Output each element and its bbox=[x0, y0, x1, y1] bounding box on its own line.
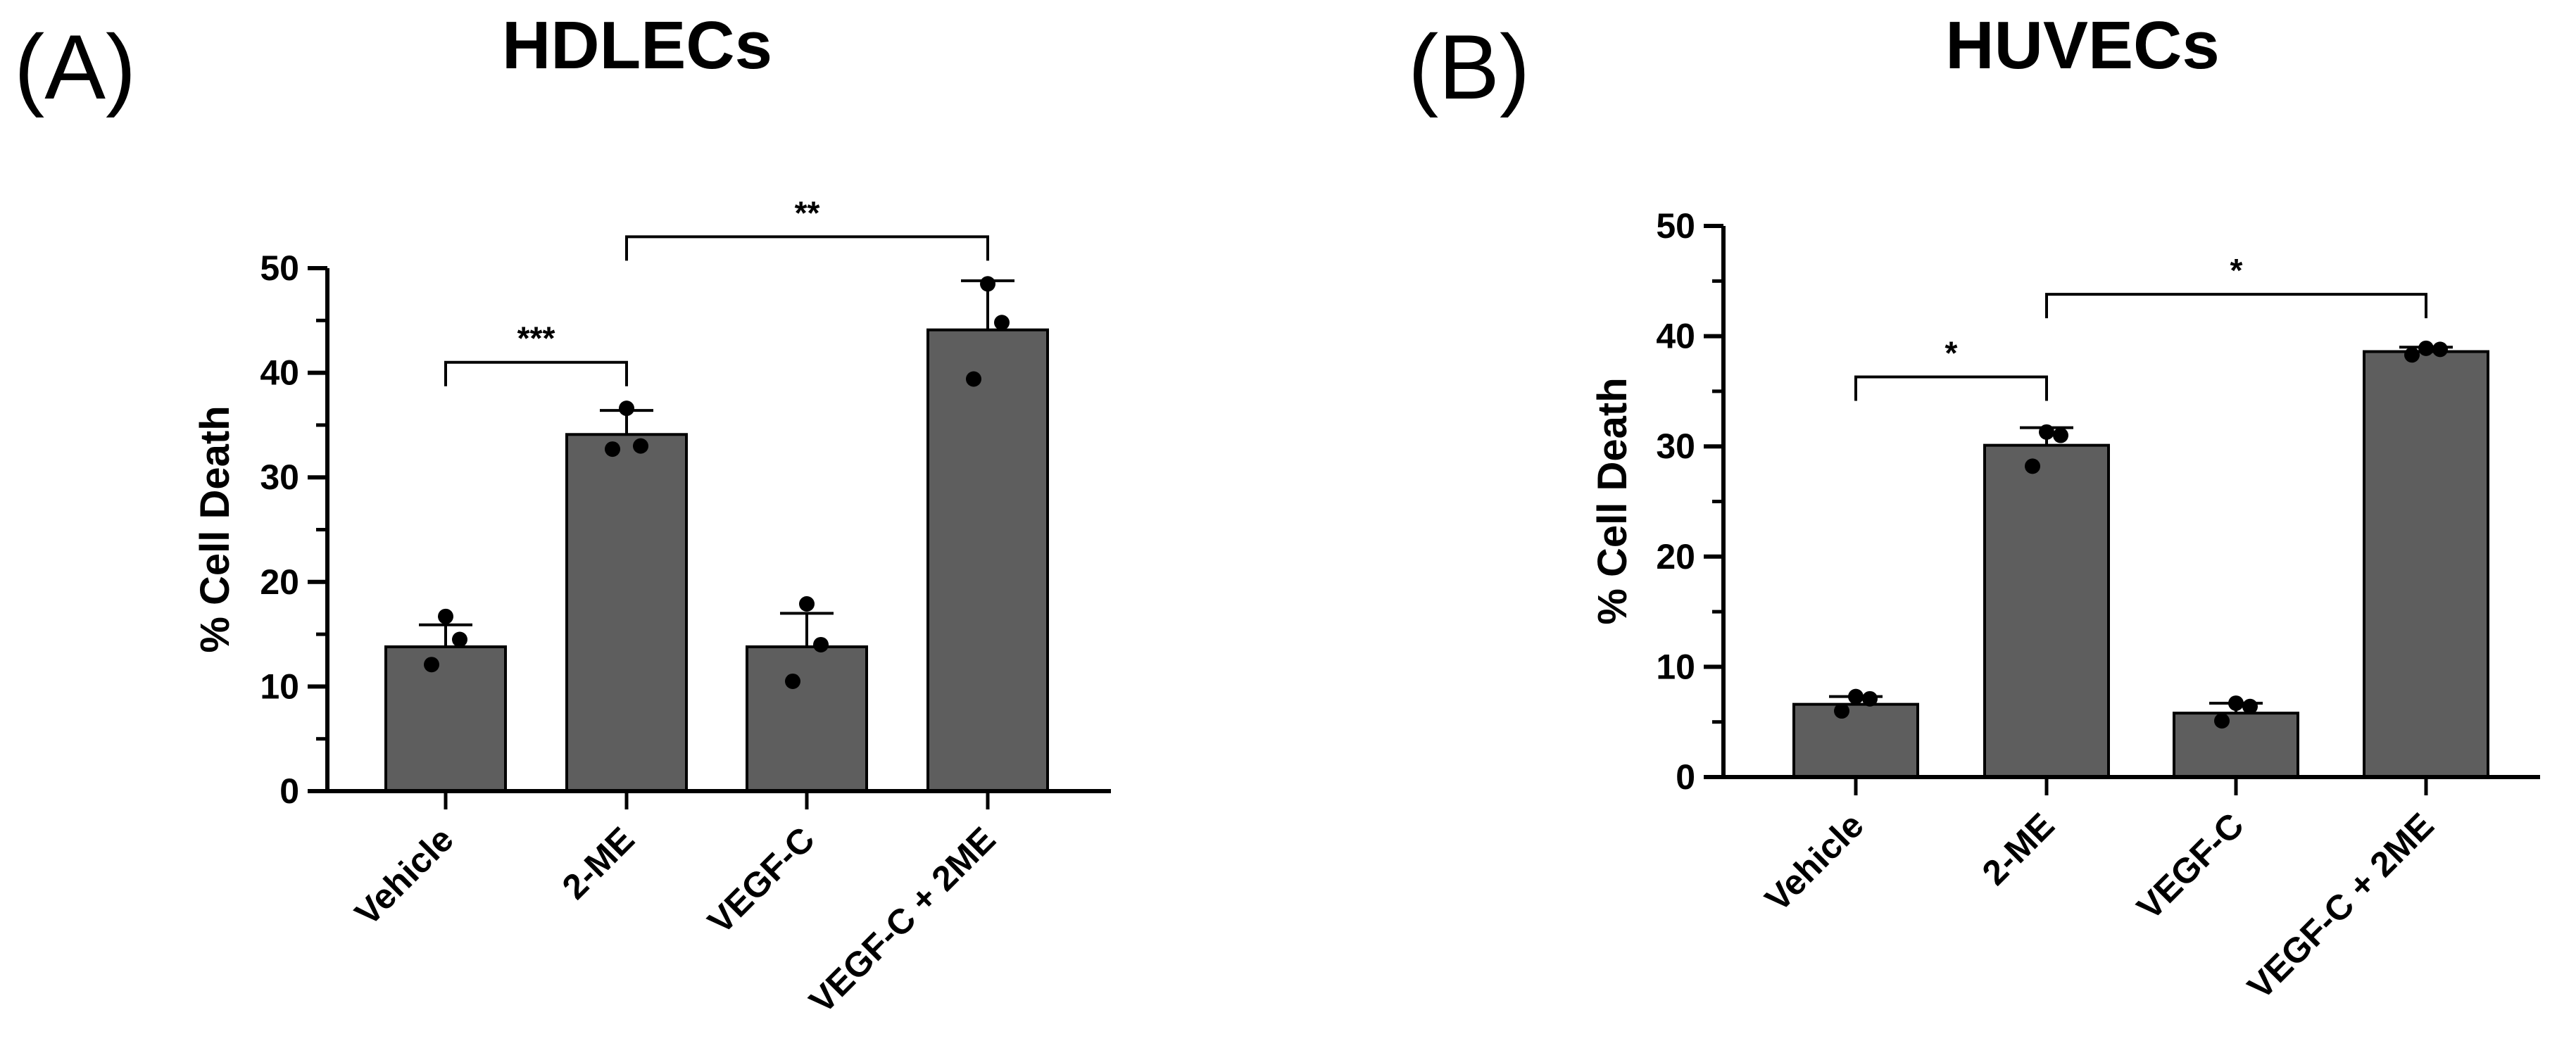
x-tick-label: VEGF-C + 2ME bbox=[802, 819, 1003, 1021]
significance-bracket bbox=[625, 235, 989, 261]
y-tick-label: 0 bbox=[279, 771, 299, 811]
bar bbox=[926, 328, 1049, 793]
panel-label: (A) bbox=[14, 15, 136, 118]
data-point bbox=[633, 438, 648, 454]
data-point bbox=[2214, 713, 2230, 729]
data-point bbox=[2418, 340, 2434, 356]
x-tick-label: VEGF-C bbox=[2130, 805, 2251, 927]
y-tick-label: 40 bbox=[1656, 317, 1695, 356]
data-point bbox=[1848, 688, 1864, 705]
data-point bbox=[438, 608, 453, 624]
chart-title: HDLECs bbox=[502, 8, 772, 83]
y-tick-label: 10 bbox=[260, 667, 299, 706]
x-tick-label: Vehicle bbox=[1757, 805, 1871, 919]
y-axis-label: % Cell Death bbox=[192, 405, 238, 652]
bar bbox=[1792, 702, 1919, 778]
y-tick-label: 30 bbox=[1656, 427, 1695, 466]
y-tick-label: 20 bbox=[1656, 537, 1695, 576]
data-point bbox=[424, 657, 439, 673]
y-axis-label: % Cell Death bbox=[1590, 377, 1635, 624]
data-point bbox=[605, 441, 620, 458]
data-point bbox=[452, 631, 467, 648]
chart-title: HUVECs bbox=[1945, 8, 2219, 83]
significance-label: ** bbox=[795, 194, 820, 231]
y-tick-label: 50 bbox=[1656, 206, 1695, 246]
x-tick-label: 2-ME bbox=[555, 819, 642, 907]
y-tick-label: 30 bbox=[260, 458, 299, 497]
data-point bbox=[2053, 427, 2068, 443]
significance-label: * bbox=[2230, 252, 2243, 289]
data-point bbox=[2432, 341, 2448, 358]
data-point bbox=[799, 596, 815, 612]
x-tick-label: VEGF-C + 2ME bbox=[2240, 805, 2442, 1007]
bar bbox=[2363, 350, 2489, 778]
data-point bbox=[966, 371, 981, 387]
y-tick-label: 0 bbox=[1676, 757, 1695, 797]
data-point bbox=[2242, 698, 2258, 714]
x-tick-label: Vehicle bbox=[347, 819, 460, 933]
data-point bbox=[980, 276, 995, 292]
chart-panel-a: (A) HDLECs % Cell Death 0 10 20 30 40 50 Vehicle 2… bbox=[14, 8, 1111, 1021]
bar bbox=[1983, 443, 2110, 778]
significance-bracket bbox=[2045, 293, 2427, 319]
chart-panel-b: (B) HUVECs % Cell Death 0 10 20 30 40 50 Vehicle 2… bbox=[1408, 8, 2540, 1007]
x-tick-label: 2-ME bbox=[1975, 805, 2062, 892]
data-point bbox=[785, 673, 800, 689]
x-tick-label: VEGF-C bbox=[700, 819, 822, 941]
data-point bbox=[2025, 458, 2040, 474]
data-point bbox=[2404, 347, 2420, 363]
y-tick-label: 50 bbox=[260, 248, 299, 288]
y-tick-label: 10 bbox=[1656, 647, 1695, 686]
y-tick-label: 20 bbox=[260, 562, 299, 602]
data-point bbox=[994, 315, 1010, 331]
significance-bracket bbox=[1854, 375, 2048, 401]
significance-bracket bbox=[444, 360, 628, 386]
panel-label: (B) bbox=[1408, 15, 1530, 118]
data-point bbox=[813, 636, 829, 652]
data-point bbox=[1862, 690, 1878, 707]
data-point bbox=[2039, 424, 2054, 440]
data-point bbox=[619, 400, 634, 417]
data-point bbox=[1834, 703, 1849, 719]
significance-label: * bbox=[1945, 335, 1958, 372]
significance-label: *** bbox=[517, 320, 555, 357]
y-tick-label: 40 bbox=[260, 353, 299, 393]
bar bbox=[746, 645, 868, 793]
data-point bbox=[2228, 695, 2244, 712]
bar bbox=[384, 645, 507, 793]
bar bbox=[2173, 712, 2299, 778]
bar bbox=[565, 433, 688, 793]
